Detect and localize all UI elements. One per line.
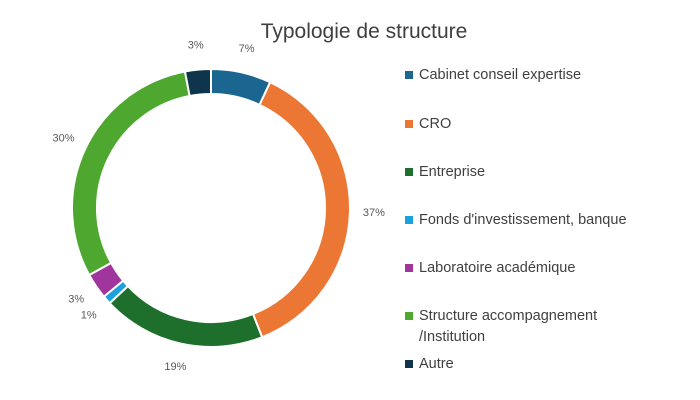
legend-label: Fonds d'investissement, banque [419,212,627,228]
label-structure-accompagnement-institution: 30% [52,133,74,145]
legend-label: Structure accompagnement /Institution [419,308,598,345]
legend-label: CRO [419,116,452,132]
legend-swatch [405,312,413,320]
legend-swatch [405,168,413,176]
legend-item-laboratoire-academique: Laboratoire académique [405,258,659,279]
legend-swatch [405,120,413,128]
slice-cro [251,80,351,339]
label-cro: 37% [363,207,385,219]
legend-swatch [405,360,413,368]
slice-entreprise [108,284,264,348]
legend-swatch [405,71,413,79]
legend-label: Cabinet conseil expertise [419,67,582,83]
legend-item-fonds-d-investissement-banque: Fonds d'investissement, banque [405,210,659,231]
legend-label: Autre [419,356,454,372]
legend-item-cro: CRO [405,114,659,135]
slice-structure-accompagnement-institution [71,70,191,277]
legend-item-cabinet-conseil-expertise: Cabinet conseil expertise [405,65,659,86]
label-fonds-d-investissement-banque: 1% [81,310,97,322]
slice-autre [183,67,212,98]
legend-swatch [405,264,413,272]
label-entreprise: 19% [164,361,186,373]
chart-title: Typologie de structure [260,20,468,43]
legend-swatch [405,216,413,224]
legend-label: Entreprise [419,164,486,180]
donut-chart: 7% 37% 19% 1% 3% 30% 3% [52,40,385,373]
legend-item-entreprise: Entreprise [405,162,659,183]
legend-item-autre: Autre [405,354,659,375]
label-autre: 3% [188,40,204,52]
legend-label: Laboratoire académique [419,260,576,276]
percentage-labels: 7% 37% 19% 1% 3% 30% 3% [52,40,385,373]
label-laboratoire-academique: 3% [68,294,84,306]
donut-slices [71,67,351,348]
label-cabinet-conseil-expertise: 7% [239,43,255,55]
legend-item-structure-accompagnement-institution: Structure accompagnement /Institution [405,306,659,348]
